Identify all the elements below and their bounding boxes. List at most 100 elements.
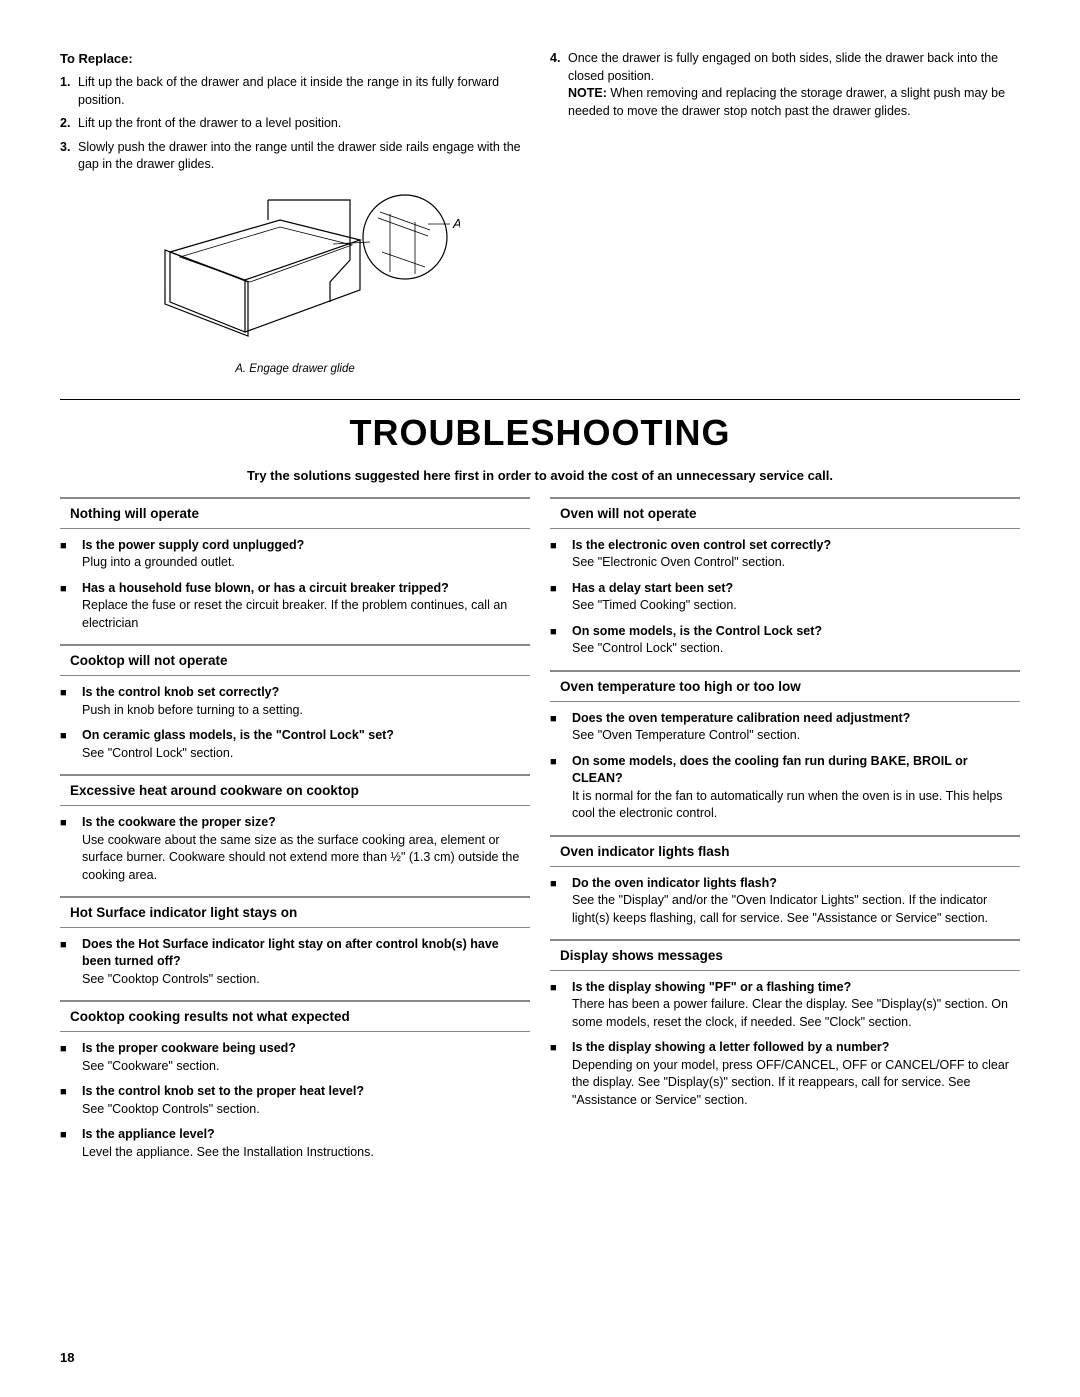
trouble-question: Is the display showing a letter followed… (572, 1040, 889, 1054)
troubleshooting-intro: Try the solutions suggested here first i… (60, 467, 1020, 485)
trouble-items: ■Is the electronic oven control set corr… (550, 537, 1020, 658)
trouble-question: Is the control knob set to the proper he… (82, 1084, 364, 1098)
troubleshooting-left-col: Nothing will operate ■Is the power suppl… (60, 497, 530, 1173)
trouble-item: ■Has a delay start been set? See "Timed C… (550, 580, 1020, 615)
trouble-heading: Oven will not operate (550, 497, 1020, 529)
trouble-answer: Replace the fuse or reset the circuit br… (82, 598, 507, 630)
square-bullet-icon: ■ (60, 1083, 82, 1118)
square-bullet-icon: ■ (60, 936, 82, 989)
trouble-question: Does the oven temperature calibration ne… (572, 711, 910, 725)
trouble-item: ■On some models, does the cooling fan ru… (550, 753, 1020, 823)
trouble-item: ■Is the control knob set correctly? Push … (60, 684, 530, 719)
trouble-items: ■Does the Hot Surface indicator light st… (60, 936, 530, 989)
trouble-answer: See "Oven Temperature Control" section. (572, 728, 800, 742)
trouble-question: Has a delay start been set? (572, 581, 733, 595)
trouble-question: Is the cookware the proper size? (82, 815, 276, 829)
trouble-item: ■Is the appliance level? Level the applia… (60, 1126, 530, 1161)
square-bullet-icon: ■ (60, 684, 82, 719)
trouble-heading: Display shows messages (550, 939, 1020, 971)
section-divider (60, 399, 1020, 400)
square-bullet-icon: ■ (60, 1040, 82, 1075)
trouble-item: ■Does the Hot Surface indicator light st… (60, 936, 530, 989)
trouble-question: Is the appliance level? (82, 1127, 215, 1141)
trouble-answer: Use cookware about the same size as the … (82, 833, 519, 882)
trouble-question: Do the oven indicator lights flash? (572, 876, 777, 890)
trouble-item: ■Do the oven indicator lights flash? See … (550, 875, 1020, 928)
trouble-heading: Hot Surface indicator light stays on (60, 896, 530, 928)
replace-step: 4. Once the drawer is fully engaged on b… (550, 50, 1020, 120)
trouble-heading: Nothing will operate (60, 497, 530, 529)
trouble-answer: See "Control Lock" section. (572, 641, 723, 655)
trouble-section: Excessive heat around cookware on cookto… (60, 774, 530, 884)
replace-section: To Replace: 1. Lift up the back of the d… (60, 50, 1020, 385)
replace-right-steps: 4. Once the drawer is fully engaged on b… (550, 50, 1020, 120)
trouble-heading: Cooktop will not operate (60, 644, 530, 676)
trouble-answer: See "Electronic Oven Control" section. (572, 555, 785, 569)
trouble-items: ■Is the cookware the proper size? Use coo… (60, 814, 530, 884)
drawer-diagram: A A. Engage drawer glide (60, 182, 530, 378)
trouble-heading: Excessive heat around cookware on cookto… (60, 774, 530, 806)
trouble-answer: See "Cooktop Controls" section. (82, 1102, 260, 1116)
note-text: When removing and replacing the storage … (568, 86, 1005, 118)
trouble-heading: Cooktop cooking results not what expecte… (60, 1000, 530, 1032)
trouble-item: ■Does the oven temperature calibration n… (550, 710, 1020, 745)
trouble-item: ■Is the proper cookware being used?See "… (60, 1040, 530, 1075)
note-label: NOTE: (568, 86, 607, 100)
trouble-section: Display shows messages ■Is the display s… (550, 939, 1020, 1109)
trouble-item: ■Is the cookware the proper size? Use coo… (60, 814, 530, 884)
step-text: Once the drawer is fully engaged on both… (568, 50, 1020, 120)
square-bullet-icon: ■ (550, 979, 572, 1032)
trouble-section: Nothing will operate ■Is the power suppl… (60, 497, 530, 632)
square-bullet-icon: ■ (550, 580, 572, 615)
trouble-question: On some models, is the Control Lock set? (572, 624, 822, 638)
replace-heading: To Replace: (60, 50, 530, 68)
trouble-answer: See "Cookware" section. (82, 1059, 219, 1073)
drawer-svg: A (130, 182, 460, 352)
square-bullet-icon: ■ (550, 1039, 572, 1109)
trouble-section: Cooktop will not operate ■Is the control… (60, 644, 530, 762)
trouble-answer: Push in knob before turning to a setting… (82, 703, 303, 717)
trouble-answer: See "Control Lock" section. (82, 746, 233, 760)
trouble-items: ■Is the display showing "PF" or a flashi… (550, 979, 1020, 1110)
trouble-answer: It is normal for the fan to automaticall… (572, 789, 1003, 821)
trouble-answer: Level the appliance. See the Installatio… (82, 1145, 374, 1159)
step-num: 3. (60, 139, 78, 174)
trouble-heading: Oven temperature too high or too low (550, 670, 1020, 702)
trouble-section: Cooktop cooking results not what expecte… (60, 1000, 530, 1161)
trouble-item: ■Is the control knob set to the proper h… (60, 1083, 530, 1118)
page-number: 18 (60, 1349, 74, 1367)
trouble-item: ■Is the display showing "PF" or a flashi… (550, 979, 1020, 1032)
trouble-item: ■Is the display showing a letter followe… (550, 1039, 1020, 1109)
square-bullet-icon: ■ (60, 580, 82, 633)
step-num: 1. (60, 74, 78, 109)
trouble-items: ■Is the proper cookware being used?See "… (60, 1040, 530, 1161)
troubleshooting-title: TROUBLESHOOTING (60, 408, 1020, 458)
square-bullet-icon: ■ (60, 1126, 82, 1161)
square-bullet-icon: ■ (60, 814, 82, 884)
trouble-answer: See "Cooktop Controls" section. (82, 972, 260, 986)
trouble-answer: See the "Display" and/or the "Oven Indic… (572, 893, 988, 925)
trouble-items: ■Is the control knob set correctly? Push … (60, 684, 530, 762)
step-text: Slowly push the drawer into the range un… (78, 139, 530, 174)
trouble-question: On ceramic glass models, is the "Control… (82, 728, 394, 742)
square-bullet-icon: ■ (550, 875, 572, 928)
trouble-question: Does the Hot Surface indicator light sta… (82, 937, 499, 969)
trouble-answer: Depending on your model, press OFF/CANCE… (572, 1058, 1009, 1107)
trouble-item: ■Is the electronic oven control set corr… (550, 537, 1020, 572)
replace-step: 3. Slowly push the drawer into the range… (60, 139, 530, 174)
trouble-section: Oven indicator lights flash ■Do the oven… (550, 835, 1020, 927)
diagram-caption: A. Engage drawer glide (60, 361, 530, 377)
square-bullet-icon: ■ (60, 537, 82, 572)
diagram-label-a: A (452, 216, 460, 231)
replace-step: 1. Lift up the back of the drawer and pl… (60, 74, 530, 109)
trouble-answer: See "Timed Cooking" section. (572, 598, 737, 612)
trouble-question: Is the control knob set correctly? (82, 685, 279, 699)
trouble-items: ■Is the power supply cord unplugged?Plug… (60, 537, 530, 633)
square-bullet-icon: ■ (550, 537, 572, 572)
replace-step: 2. Lift up the front of the drawer to a … (60, 115, 530, 133)
step-text: Lift up the back of the drawer and place… (78, 74, 530, 109)
trouble-section: Hot Surface indicator light stays on ■Do… (60, 896, 530, 988)
square-bullet-icon: ■ (550, 710, 572, 745)
trouble-section: Oven will not operate ■Is the electronic… (550, 497, 1020, 658)
trouble-question: Is the power supply cord unplugged? (82, 538, 304, 552)
